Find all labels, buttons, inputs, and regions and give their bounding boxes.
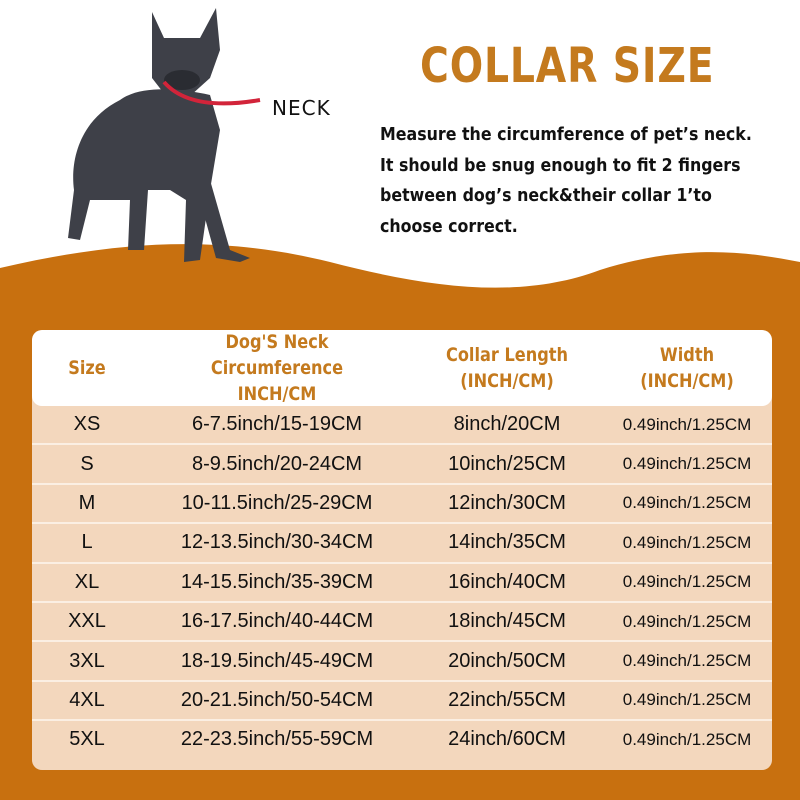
cell-neck: 12-13.5inch/30-34CM: [180, 531, 374, 554]
cell-collar-length: 16inch/40CM: [448, 570, 566, 593]
cell-width: 0.49inch/1.25CM: [622, 690, 752, 710]
header-size: Size: [40, 355, 134, 381]
table-row: L 12-13.5inch/30-34CM 14inch/35CM 0.49inch/…: [32, 522, 772, 561]
table-header: Size Dog'S Neck Circumference INCH/CM Col…: [32, 330, 772, 406]
header-line: Collar Length: [445, 344, 569, 366]
cell-collar-length: 20inch/50CM: [448, 649, 566, 672]
cell-size: XXL: [68, 610, 106, 633]
table-row: S 8-9.5inch/20-24CM 10inch/25CM 0.49inch/1.…: [32, 443, 772, 482]
header-line: Size: [68, 357, 106, 379]
cell-neck: 16-17.5inch/40-44CM: [180, 610, 374, 633]
cell-neck: 20-21.5inch/50-54CM: [180, 688, 374, 711]
header-collar-length: Collar Length (INCH/CM): [426, 342, 588, 394]
cell-collar-length: 14inch/35CM: [448, 531, 566, 554]
cell-size: S: [80, 452, 94, 475]
cell-neck: 18-19.5inch/45-49CM: [180, 649, 374, 672]
cell-size: 3XL: [69, 649, 105, 672]
header-line: Dog'S Neck Circumference: [210, 331, 344, 379]
cell-size: XS: [73, 413, 101, 436]
header-line: Width: [659, 344, 715, 366]
table-body: XS 6-7.5inch/15-19CM 8inch/20CM 0.49inch/1.…: [32, 406, 772, 759]
cell-collar-length: 8inch/20CM: [453, 413, 561, 436]
table-row: 3XL 18-19.5inch/45-49CM 20inch/50CM 0.49inc…: [32, 640, 772, 679]
cell-collar-length: 10inch/25CM: [448, 452, 566, 475]
cell-collar-length: 12inch/30CM: [448, 491, 566, 514]
cell-neck: 8-9.5inch/20-24CM: [191, 452, 363, 475]
header-width: Width (INCH/CM): [615, 342, 760, 394]
cell-width: 0.49inch/1.25CM: [622, 414, 752, 434]
cell-neck: 22-23.5inch/55-59CM: [180, 728, 374, 751]
cell-size: L: [81, 531, 93, 554]
header-line: INCH/CM: [237, 383, 317, 405]
header-line: (INCH/CM): [460, 370, 554, 392]
cell-collar-length: 24inch/60CM: [448, 728, 566, 751]
cell-collar-length: 18inch/45CM: [448, 610, 566, 633]
cell-width: 0.49inch/1.25CM: [622, 572, 752, 592]
table-row: XXL 16-17.5inch/40-44CM 18inch/45CM 0.49inc…: [32, 600, 772, 640]
cell-size: 4XL: [69, 688, 105, 711]
description-line: choose correct.: [380, 215, 518, 237]
table-row: XS 6-7.5inch/15-19CM 8inch/20CM 0.49inch/1.…: [32, 406, 772, 443]
table-row: XL 14-15.5inch/35-39CM 16inch/40CM 0.49inch…: [32, 561, 772, 601]
cell-width: 0.49inch/1.25CM: [622, 651, 752, 671]
size-table: Size Dog'S Neck Circumference INCH/CM Col…: [32, 330, 772, 770]
cell-width: 0.49inch/1.25CM: [622, 729, 752, 749]
cell-width: 0.49inch/1.25CM: [622, 611, 752, 631]
neck-label: NECK: [272, 96, 331, 120]
cell-neck: 10-11.5inch/25-29CM: [181, 491, 373, 514]
cell-width: 0.49inch/1.25CM: [622, 493, 752, 513]
cell-size: XL: [74, 570, 100, 593]
page-title: COLLAR SIZE: [420, 38, 715, 94]
table-row: M 10-11.5inch/25-29CM 12inch/30CM 0.49inch/…: [32, 482, 772, 522]
cell-collar-length: 22inch/55CM: [448, 688, 566, 711]
header-neck: Dog'S Neck Circumference INCH/CM: [162, 330, 392, 407]
table-row: 4XL 20-21.5inch/50-54CM 22inch/55CM 0.49inc…: [32, 679, 772, 719]
dog-image: [68, 8, 261, 262]
red-collar: [162, 80, 261, 106]
cell-size: M: [78, 491, 96, 514]
cell-size: 5XL: [69, 728, 105, 751]
table-row: 5XL 22-23.5inch/55-59CM 24inch/60CM 0.49inc…: [32, 719, 772, 758]
cell-width: 0.49inch/1.25CM: [622, 532, 752, 552]
cell-neck: 6-7.5inch/15-19CM: [191, 413, 363, 436]
description-line: It should be snug enough to fit 2 finger…: [380, 154, 741, 176]
cell-neck: 14-15.5inch/35-39CM: [180, 570, 374, 593]
header-line: (INCH/CM): [640, 370, 734, 392]
description: Measure the circumference of pet’s neck.…: [380, 120, 767, 242]
description-line: Measure the circumference of pet’s neck.: [380, 124, 752, 145]
description-line: between dog’s neck&their collar 1’to: [380, 185, 712, 206]
cell-width: 0.49inch/1.25CM: [622, 454, 752, 474]
